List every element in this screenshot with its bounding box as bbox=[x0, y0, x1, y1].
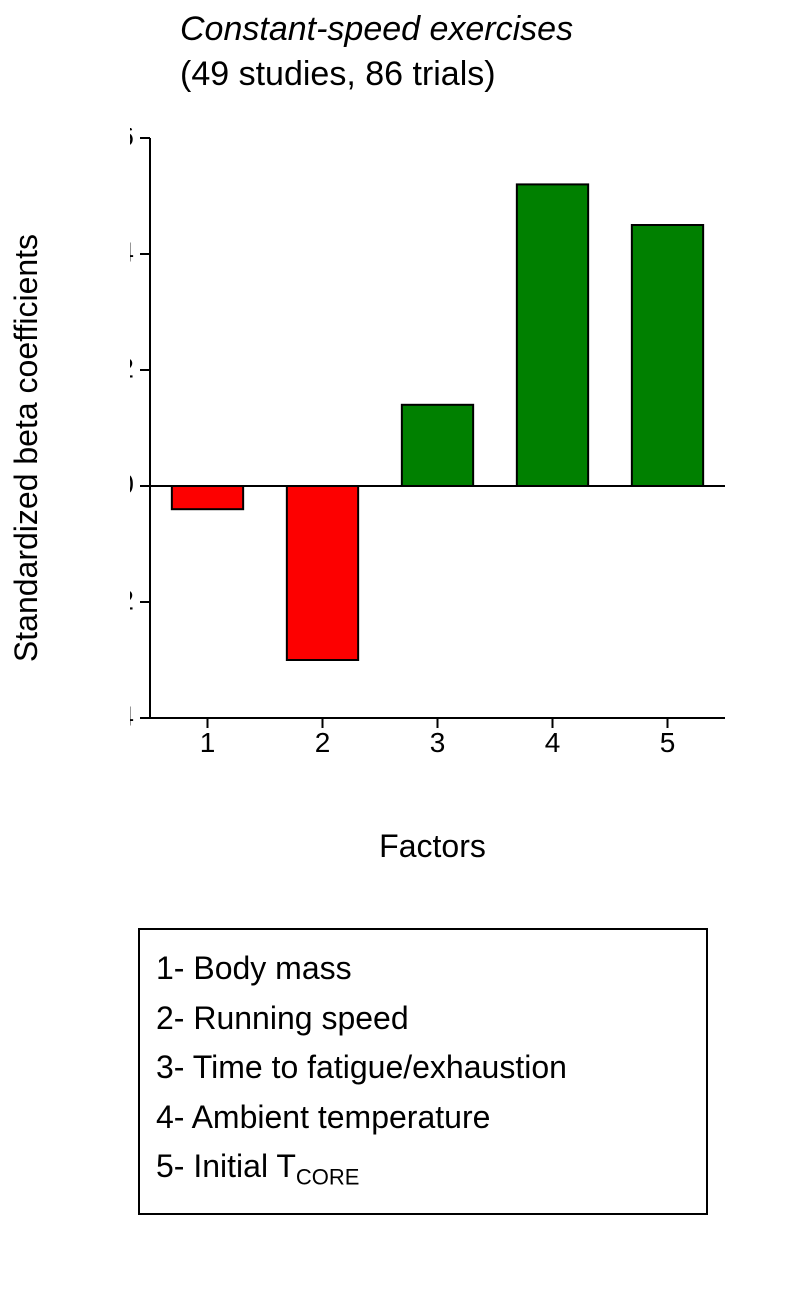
bar bbox=[517, 184, 588, 486]
bar bbox=[632, 225, 703, 486]
svg-text:2: 2 bbox=[315, 727, 331, 758]
legend-item: 3- Time to fatigue/exhaustion bbox=[156, 1043, 690, 1093]
svg-text:-0.4: -0.4 bbox=[130, 700, 134, 731]
bar-chart-svg: -0.4 -0.2 0.0 0.2 0.4 0.6 1 2 3 4 5 bbox=[130, 128, 735, 768]
svg-text:0.6: 0.6 bbox=[130, 128, 134, 151]
legend-item: 4- Ambient temperature bbox=[156, 1093, 690, 1143]
y-axis-title: Standardized beta coefficients bbox=[0, 128, 40, 768]
chart-subtitle: (49 studies, 86 trials) bbox=[180, 55, 740, 94]
chart-title: Constant-speed exercises bbox=[180, 10, 740, 49]
svg-text:0.0: 0.0 bbox=[130, 468, 134, 499]
svg-text:0.4: 0.4 bbox=[130, 236, 134, 267]
svg-text:0.2: 0.2 bbox=[130, 352, 134, 383]
chart-title-block: Constant-speed exercises (49 studies, 86… bbox=[180, 10, 740, 94]
chart-area: -0.4 -0.2 0.0 0.2 0.4 0.6 1 2 3 4 5 bbox=[130, 128, 735, 768]
legend-item: 5- Initial TCORE bbox=[156, 1142, 690, 1194]
legend-box: 1- Body mass2- Running speed3- Time to f… bbox=[138, 928, 708, 1215]
legend-item: 2- Running speed bbox=[156, 994, 690, 1044]
svg-text:-0.2: -0.2 bbox=[130, 584, 134, 615]
bar bbox=[172, 486, 243, 509]
bar bbox=[402, 405, 473, 486]
x-axis-title: Factors bbox=[130, 828, 735, 865]
legend-item: 1- Body mass bbox=[156, 944, 690, 994]
svg-text:3: 3 bbox=[430, 727, 446, 758]
y-axis-title-text: Standardized beta coefficients bbox=[8, 234, 45, 662]
svg-text:4: 4 bbox=[545, 727, 561, 758]
bar bbox=[287, 486, 358, 660]
page-root: Constant-speed exercises (49 studies, 86… bbox=[0, 0, 800, 1295]
svg-text:5: 5 bbox=[660, 727, 676, 758]
svg-text:1: 1 bbox=[200, 727, 216, 758]
